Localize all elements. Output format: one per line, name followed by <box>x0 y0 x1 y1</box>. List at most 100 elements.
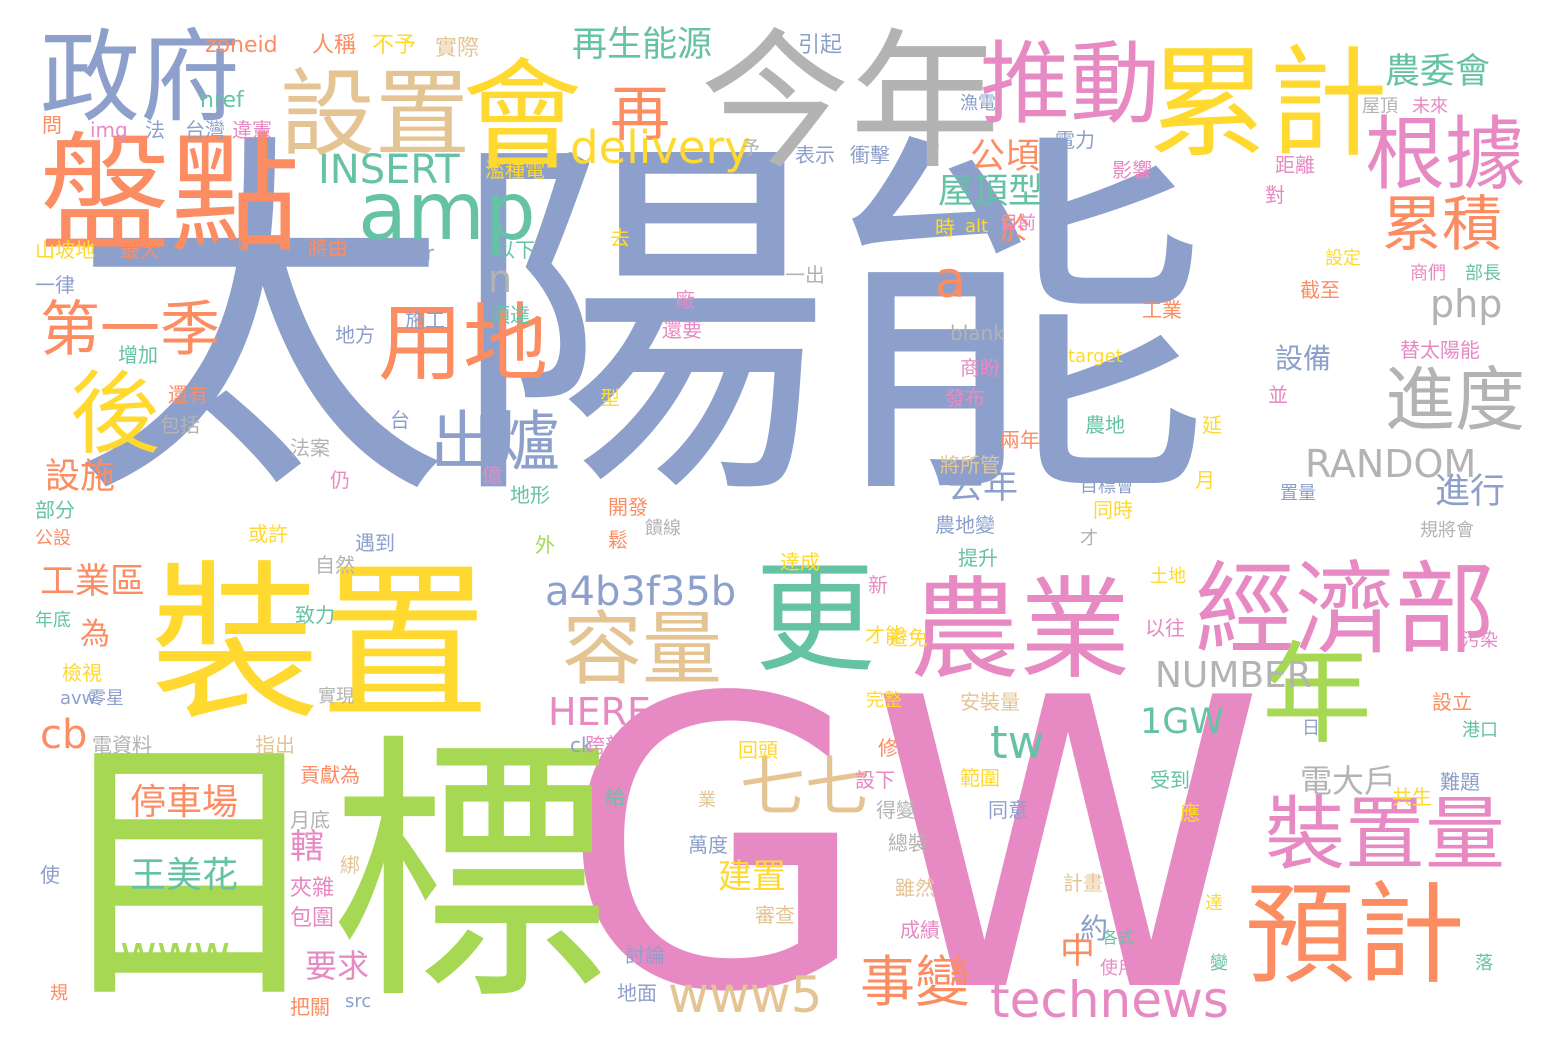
word-cloud-term: 衝擊 <box>850 143 890 167</box>
word-cloud-term: 更 <box>755 550 875 689</box>
word-cloud-term: 用地 <box>378 295 549 394</box>
word-cloud-term: 電資料 <box>92 733 152 757</box>
word-cloud-term: 夾雜 <box>290 876 335 901</box>
word-cloud-term: 轄 <box>290 827 324 867</box>
word-cloud-term: technews <box>990 971 1229 1029</box>
word-cloud-term: amp <box>358 165 536 258</box>
word-cloud-term: 修 <box>878 736 898 760</box>
word-cloud-term: 不予 <box>372 33 417 58</box>
word-cloud-term: www5 <box>668 966 823 1024</box>
word-cloud-term: 裝置 <box>150 546 491 744</box>
word-cloud-term: 台 <box>390 408 410 432</box>
word-cloud-term: 施工 <box>405 308 445 332</box>
word-cloud-term: GW <box>560 615 1266 1052</box>
word-cloud-term: 污染 <box>1462 630 1498 651</box>
word-cloud-term: 檢視 <box>62 661 102 685</box>
word-cloud-term: 設置 <box>280 60 471 170</box>
word-cloud-term: 法 <box>145 118 165 142</box>
word-cloud-term: 目前 <box>1000 213 1036 234</box>
word-cloud-term: cb <box>40 712 88 758</box>
word-cloud-term: 新 <box>868 573 888 597</box>
word-cloud-term: 距離 <box>1275 153 1315 177</box>
word-cloud-term: 總裝 <box>888 831 928 855</box>
word-cloud-term: 致力 <box>295 603 335 627</box>
word-cloud-term: 台灣 <box>185 118 225 142</box>
word-cloud-term: 目標會 <box>1080 476 1134 497</box>
word-cloud-term: 增加 <box>118 343 158 367</box>
word-cloud-term: 仍 <box>330 468 350 492</box>
word-cloud-term: 會 <box>462 48 582 187</box>
word-cloud-term: 安裝量 <box>960 690 1020 714</box>
word-cloud-term: 遇到 <box>355 531 395 555</box>
word-cloud-term: 型 <box>600 386 620 410</box>
word-cloud-term: 今年 <box>700 16 1001 190</box>
word-cloud-term: 零星 <box>88 688 124 709</box>
word-cloud-term: 或許 <box>248 522 288 546</box>
word-cloud-term: target <box>1068 346 1123 367</box>
word-cloud-term: 目標 <box>50 712 610 1038</box>
word-cloud-term: 範圍 <box>960 766 1000 790</box>
word-cloud-term: 商盼 <box>960 356 1000 380</box>
word-cloud-term: 表示 <box>795 143 835 167</box>
word-cloud-term: 月 <box>1195 468 1215 492</box>
word-cloud-term: 王美花 <box>130 855 239 896</box>
word-cloud-term: 設備 <box>1275 342 1332 375</box>
word-cloud-term: 審查 <box>755 903 795 927</box>
word-cloud-term: 避免 <box>888 626 928 650</box>
word-cloud-term: 太陽能 <box>70 103 1210 546</box>
word-cloud-term: 討論 <box>625 943 665 967</box>
word-cloud-term: 還要 <box>662 318 702 342</box>
word-cloud-term: 實現 <box>318 686 354 707</box>
word-cloud-term: 累積 <box>1382 190 1502 260</box>
word-cloud-term: 設施 <box>45 457 116 497</box>
word-cloud-term: 地形 <box>510 483 550 507</box>
word-cloud-term: 業 <box>698 790 716 811</box>
word-cloud-term: 設定 <box>1325 248 1361 269</box>
word-cloud-term: www <box>120 926 231 979</box>
word-cloud-term: 影響 <box>1112 158 1152 182</box>
word-cloud-term: 億 <box>482 463 502 487</box>
word-cloud-term: zoneid <box>205 33 278 58</box>
word-cloud-term: 給 <box>605 785 625 809</box>
word-cloud-term: 以下 <box>495 238 535 262</box>
word-cloud-term: 農地 <box>1085 413 1125 437</box>
word-cloud-term: 建置 <box>718 857 786 897</box>
word-cloud-term: 還有 <box>168 383 208 407</box>
word-cloud-term: 同意 <box>988 798 1028 822</box>
word-cloud-term: 規將會 <box>1420 520 1474 541</box>
word-cloud-term: 使用 <box>1100 958 1136 979</box>
word-cloud-term: 濫種電 <box>485 158 545 182</box>
word-cloud-term: 自然 <box>315 553 355 577</box>
word-cloud-term: 以往 <box>1145 616 1185 640</box>
word-cloud-term: 外 <box>535 533 555 557</box>
word-cloud-term: 兩年 <box>1000 428 1040 452</box>
word-cloud-term: 人稱 <box>312 33 357 58</box>
word-cloud-term: 鬆 <box>608 528 628 552</box>
word-cloud-term: 替太陽能 <box>1400 338 1480 362</box>
word-cloud-term: 規 <box>50 983 68 1004</box>
word-cloud-term: 須達 <box>490 303 530 327</box>
word-cloud-term: 去 <box>610 226 630 250</box>
word-cloud-term: 土地 <box>1150 566 1186 587</box>
word-cloud-term: n <box>488 257 513 301</box>
word-cloud-term: 預計 <box>1245 871 1465 999</box>
word-cloud-term: 貢獻為 <box>300 763 360 787</box>
word-cloud-term: 公頃 <box>970 137 1041 177</box>
word-cloud-term: 農委會 <box>1385 52 1491 92</box>
word-cloud-term: 公設 <box>35 528 71 549</box>
word-cloud-term: 地方 <box>335 323 375 347</box>
word-cloud-term: a4b3f35b <box>545 569 737 615</box>
word-cloud-term: 地面 <box>617 981 657 1005</box>
word-cloud-term: 再 <box>610 80 670 150</box>
word-cloud-term: 要求 <box>305 947 370 985</box>
word-cloud-term: 再生能源 <box>572 25 713 65</box>
word-cloud-term: 同時 <box>1093 498 1133 522</box>
word-cloud-term: 將由 <box>308 236 348 260</box>
word-cloud-term: 包括 <box>160 413 200 437</box>
word-cloud-term: 七七 <box>740 750 871 825</box>
word-cloud-term: blank <box>950 321 1005 345</box>
word-cloud-term: tw <box>990 716 1045 769</box>
word-cloud-term: 廠 <box>675 288 695 312</box>
word-cloud-term: 電力 <box>1055 128 1095 152</box>
